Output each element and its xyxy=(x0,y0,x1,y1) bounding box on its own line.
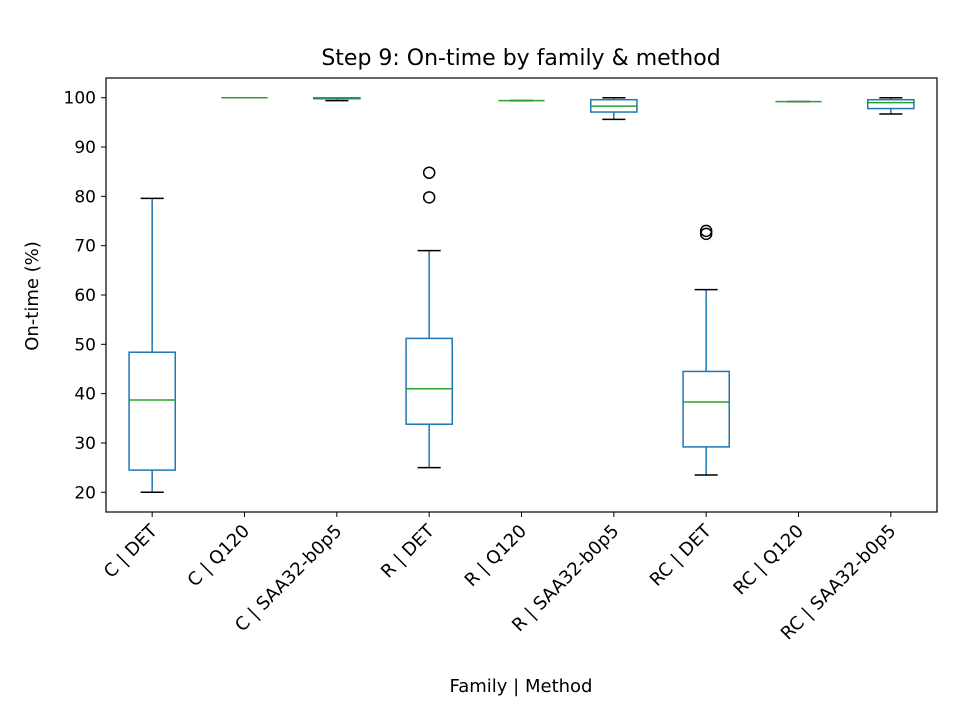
y-tick-label: 50 xyxy=(74,335,96,355)
y-tick-label: 60 xyxy=(74,286,96,306)
outlier-point xyxy=(422,166,436,179)
y-axis-label: On-time (%) xyxy=(22,241,43,351)
y-tick-label: 80 xyxy=(74,187,96,207)
y-tick-label: 100 xyxy=(64,89,96,109)
x-tick-label: R | Q120 xyxy=(461,521,531,591)
plot-frame xyxy=(105,77,938,513)
outlier-point xyxy=(422,191,436,204)
y-tick-label: 40 xyxy=(74,385,96,405)
chart-title: Step 9: On-time by family & method xyxy=(321,46,720,71)
y-tick-label: 90 xyxy=(74,138,96,158)
y-tick-label: 20 xyxy=(74,483,96,503)
outlier-point xyxy=(699,224,713,238)
y-tick-label: 70 xyxy=(74,237,96,257)
x-tick-label: C | DET xyxy=(100,520,162,582)
x-tick-label: RC | Q120 xyxy=(729,521,808,600)
box-iqr xyxy=(128,351,176,471)
box-iqr xyxy=(405,337,454,425)
x-tick-label: RC | DET xyxy=(646,520,717,591)
box-iqr xyxy=(682,370,730,448)
x-tick-label: C | Q120 xyxy=(184,521,254,591)
x-axis-label: Family | Method xyxy=(450,676,593,697)
y-tick-label: 30 xyxy=(74,434,96,454)
x-tick-label: R | DET xyxy=(377,520,439,582)
box-iqr xyxy=(867,98,915,110)
